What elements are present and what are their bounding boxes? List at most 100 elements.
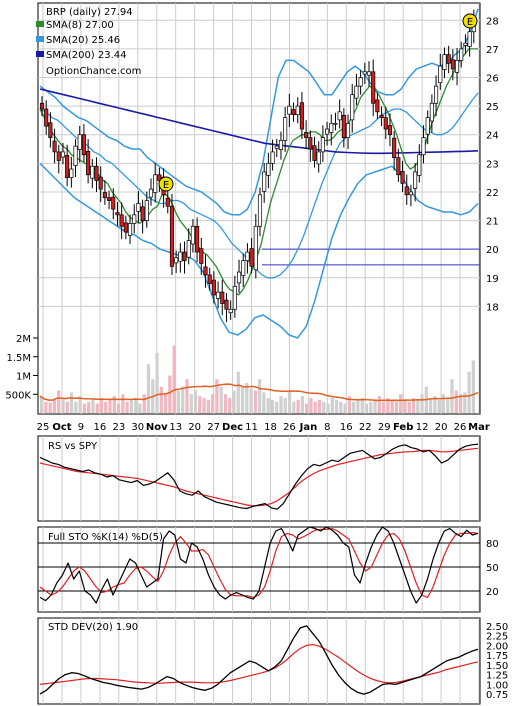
volume-bar bbox=[433, 396, 437, 413]
volume-bar bbox=[223, 394, 228, 413]
stddev-panel: 2.502.252.001.751.501.251.000.75 bbox=[39, 622, 508, 701]
x-tick-label: Dec bbox=[222, 422, 243, 433]
volume-bar bbox=[245, 383, 249, 413]
rs-panel bbox=[39, 443, 479, 510]
volume-bar bbox=[322, 401, 326, 413]
volume-bar bbox=[377, 396, 381, 413]
volume-bar bbox=[48, 402, 52, 413]
candle-body bbox=[86, 150, 91, 176]
candle-body bbox=[350, 94, 355, 121]
x-tick-label: 18 bbox=[264, 422, 277, 433]
candle-body bbox=[140, 206, 145, 221]
candle-body bbox=[354, 85, 359, 99]
candle-body bbox=[434, 85, 439, 104]
candle-body bbox=[387, 125, 393, 136]
price-tick-label: 20 bbox=[486, 245, 499, 256]
candle-body bbox=[207, 274, 212, 284]
volume-bar bbox=[403, 399, 407, 413]
volume-bar bbox=[471, 360, 475, 413]
candle-body bbox=[274, 145, 279, 149]
volume-bar bbox=[249, 388, 253, 413]
panel-frame bbox=[37, 617, 481, 705]
candle-body bbox=[446, 54, 451, 64]
volume-bar bbox=[181, 386, 185, 413]
candle-body bbox=[186, 240, 191, 258]
x-tick-label: 26 bbox=[283, 422, 296, 433]
x-tick-label: 8 bbox=[324, 422, 330, 433]
candle-body bbox=[467, 31, 472, 47]
sma20-line bbox=[39, 92, 479, 279]
candle-body bbox=[69, 168, 74, 179]
watermark: OptionChance.com bbox=[46, 66, 141, 77]
volume-bar bbox=[206, 399, 210, 413]
volume-bar bbox=[210, 394, 215, 413]
std-tick-label: 1.00 bbox=[486, 680, 508, 691]
std-tick-label: 2.50 bbox=[486, 622, 508, 633]
volume-bar bbox=[116, 403, 121, 413]
volume-tick-label: 500K bbox=[5, 390, 31, 401]
candle-body bbox=[56, 151, 61, 161]
candle-body bbox=[320, 137, 325, 153]
panel-frame bbox=[37, 526, 481, 613]
volume-bar bbox=[399, 394, 403, 413]
candle-body bbox=[132, 214, 137, 224]
volume-bar bbox=[334, 399, 339, 413]
volume-bar bbox=[313, 401, 317, 413]
volume-bar bbox=[287, 390, 292, 413]
volume-bar bbox=[339, 401, 343, 413]
volume-bar bbox=[450, 379, 454, 413]
volume-bar bbox=[309, 398, 313, 413]
candle-body bbox=[44, 108, 49, 127]
volume-bar bbox=[347, 396, 352, 413]
candle-body bbox=[308, 137, 313, 150]
x-tick-label: 9 bbox=[78, 422, 84, 433]
candle-body bbox=[249, 248, 254, 267]
volume-bar bbox=[386, 398, 390, 413]
volume-bar bbox=[95, 403, 99, 413]
candle-body bbox=[119, 214, 124, 227]
x-tick-label: Oct bbox=[52, 422, 71, 433]
volume-tick-label: 1.5M bbox=[6, 353, 31, 364]
candle-body bbox=[262, 171, 267, 192]
x-tick-label: 23 bbox=[112, 422, 125, 433]
price-tick-label: 24 bbox=[486, 131, 499, 142]
svg-text:E: E bbox=[467, 17, 473, 28]
candle-body bbox=[111, 196, 116, 210]
candle-body bbox=[190, 225, 195, 245]
candle-body bbox=[362, 71, 367, 75]
candle-body bbox=[253, 225, 258, 271]
x-tick-label: Jan bbox=[299, 422, 318, 433]
candle-body bbox=[438, 65, 443, 84]
rs-label: RS vs SPY bbox=[48, 441, 98, 452]
candle-body bbox=[182, 251, 187, 261]
price-tick-label: 19 bbox=[486, 274, 499, 285]
volume-average-line bbox=[39, 383, 479, 402]
candle-body bbox=[232, 286, 237, 310]
x-tick-label: 27 bbox=[207, 422, 220, 433]
candle-body bbox=[383, 117, 388, 130]
x-tick-label: 16 bbox=[94, 422, 107, 433]
volume-bar bbox=[74, 401, 78, 413]
x-tick-label: 13 bbox=[169, 422, 182, 433]
volume-bar bbox=[292, 401, 296, 413]
candle-body bbox=[144, 200, 149, 221]
candle-body bbox=[341, 114, 346, 138]
volume-bar bbox=[236, 371, 240, 413]
volume-bar bbox=[266, 398, 270, 413]
candle-body bbox=[371, 71, 376, 104]
volume-bar bbox=[411, 398, 416, 413]
volume-bar bbox=[69, 392, 74, 413]
svg-text:E: E bbox=[163, 180, 169, 191]
candle-body bbox=[65, 154, 70, 179]
std-tick-label: 1.25 bbox=[486, 671, 508, 682]
candle-body bbox=[325, 128, 330, 135]
volume-bar bbox=[65, 401, 69, 413]
volume-bar bbox=[317, 399, 322, 413]
candle-body bbox=[224, 299, 229, 310]
volume-bar bbox=[129, 399, 134, 413]
volume-bar bbox=[40, 396, 44, 413]
volume-bar bbox=[407, 401, 411, 413]
volume-bar bbox=[44, 401, 48, 413]
volume-bar bbox=[253, 390, 257, 413]
